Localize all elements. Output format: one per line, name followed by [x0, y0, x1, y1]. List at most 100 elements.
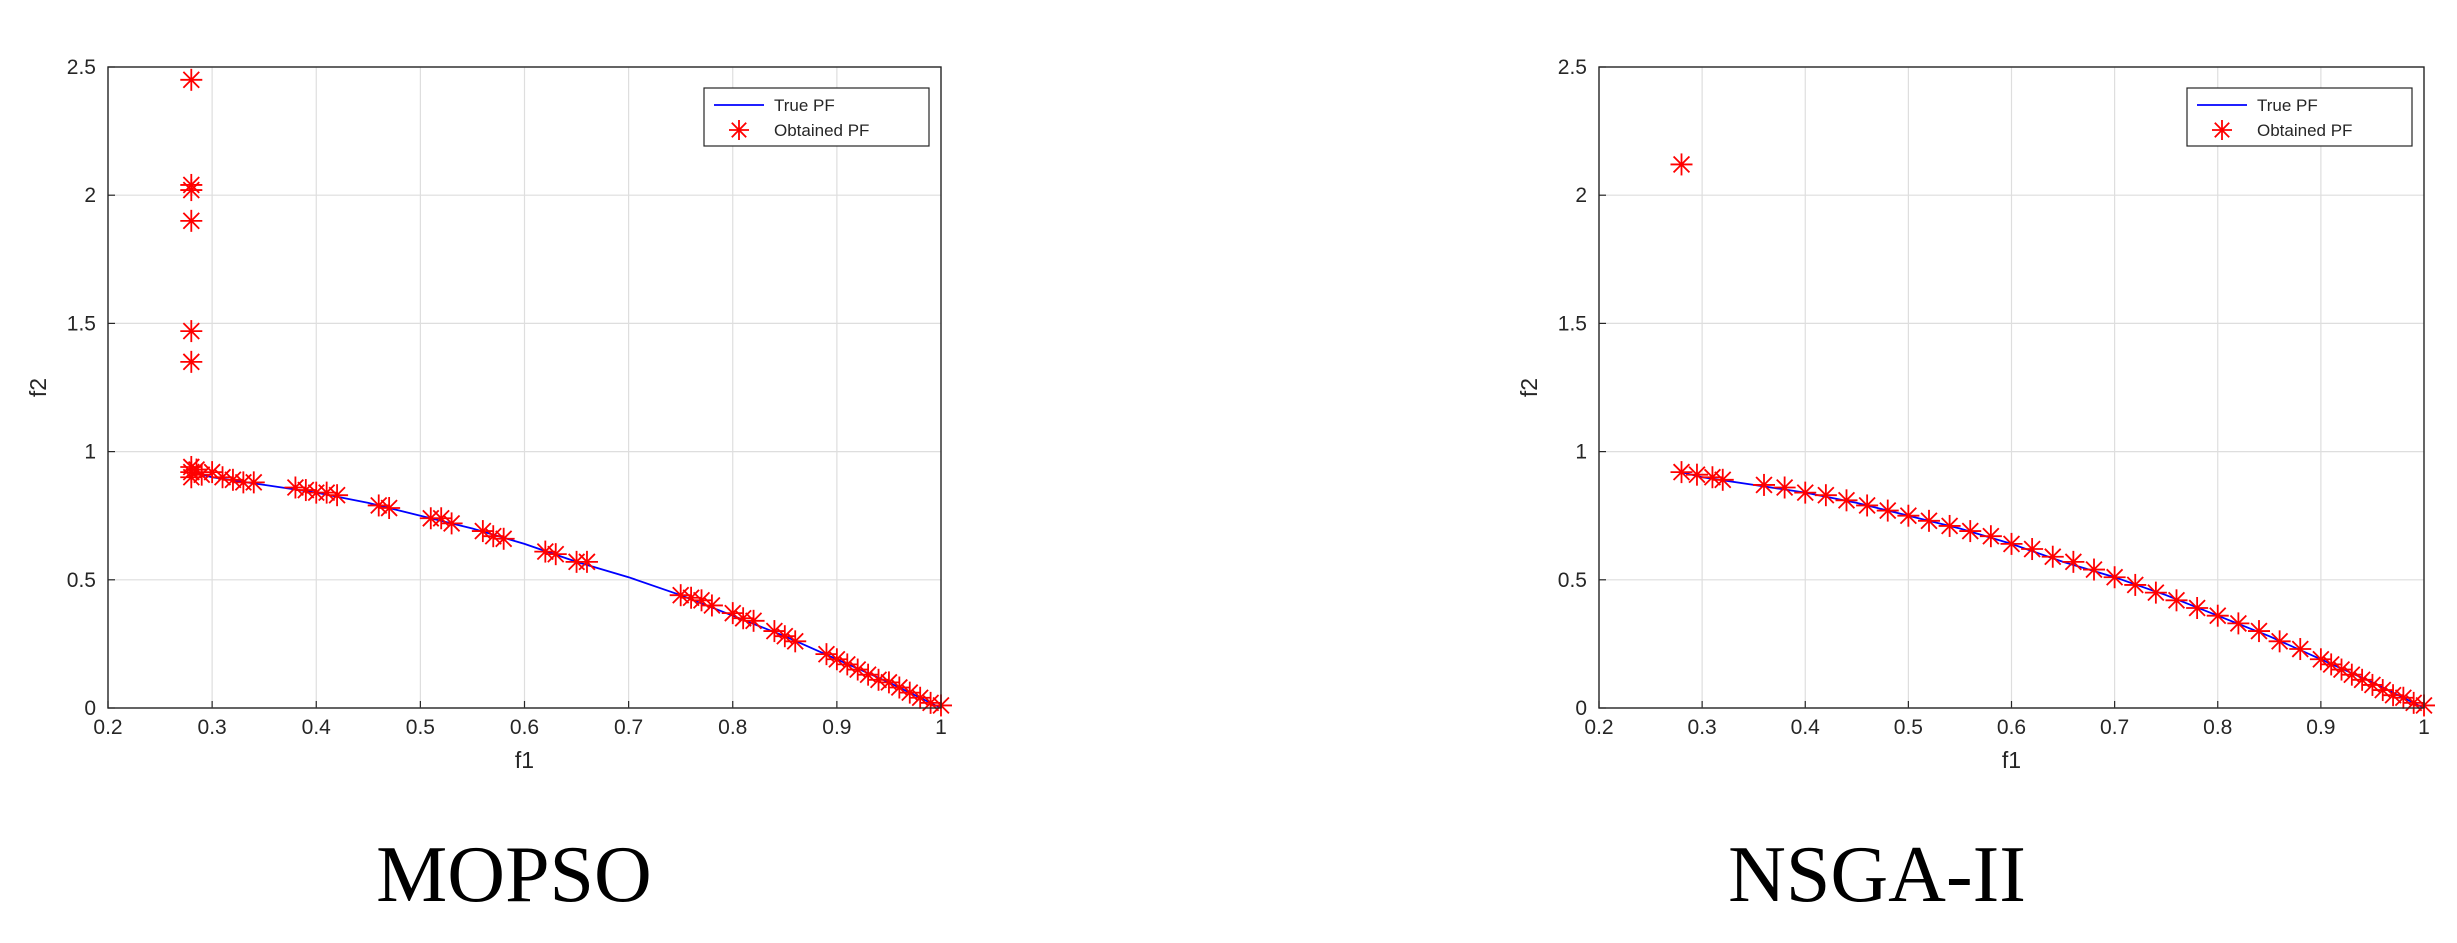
- obtained-pf-point: [2165, 589, 2188, 612]
- obtained-pf-point: [1918, 509, 1940, 532]
- x-tick-label: 0.5: [1894, 716, 1923, 739]
- obtained-pf-point: [2206, 604, 2229, 627]
- obtained-pf-point: [180, 209, 203, 232]
- obtained-pf-point: [1670, 461, 1693, 484]
- obtained-pf-point: [242, 471, 265, 494]
- obtained-pf-point: [440, 512, 463, 535]
- y-tick-label: 1: [1575, 441, 1587, 464]
- y-tick-label: 0.5: [67, 569, 96, 592]
- obtained-pf-point: [2227, 612, 2250, 635]
- x-tick-label: 0.4: [302, 716, 332, 739]
- nsga2-caption: NSGA-II: [1728, 831, 2026, 919]
- x-tick-label: 0.7: [2100, 716, 2129, 739]
- y-tick-label: 0: [1575, 697, 1587, 720]
- obtained-pf-point: [2062, 550, 2085, 573]
- obtained-pf-point: [1835, 489, 1858, 512]
- obtained-pf-point: [1979, 525, 2002, 548]
- legend: True PF Obtained PF: [703, 87, 930, 147]
- obtained-pf-point: [2124, 573, 2147, 596]
- x-tick-label: 0.3: [1688, 716, 1717, 739]
- x-tick-label: 0.9: [822, 716, 851, 739]
- obtained-pf-point: [784, 630, 807, 653]
- x-axis-label: f1: [515, 747, 534, 773]
- obtained-pf-point: [1876, 499, 1899, 522]
- obtained-pf-point: [2248, 620, 2270, 643]
- obtained-pf-point: [1753, 473, 1775, 496]
- obtained-pf-point: [482, 525, 505, 548]
- y-tick-label: 2: [84, 184, 96, 207]
- x-tick-label: 1: [935, 716, 947, 739]
- obtained-pf-point: [2268, 630, 2291, 653]
- legend-label: Obtained PF: [2257, 121, 2352, 140]
- mopso-caption: MOPSO: [376, 831, 652, 919]
- obtained-pf-point: [2144, 581, 2167, 604]
- obtained-pf-point: [2103, 566, 2126, 589]
- x-tick-label: 0.9: [2306, 716, 2335, 739]
- legend-marker-swatch: [2212, 120, 2232, 140]
- obtained-pf-point: [2186, 597, 2209, 620]
- x-tick-label: 0.5: [406, 716, 435, 739]
- obtained-pf-point: [1814, 484, 1837, 507]
- obtained-pf-point: [742, 609, 765, 632]
- obtained-pf-point: [1670, 153, 1693, 176]
- y-tick-label: 1.5: [1558, 312, 1587, 335]
- axes-box: [107, 66, 942, 709]
- obtained-pf-point: [1773, 476, 1796, 499]
- y-tick-label: 0.5: [1558, 569, 1587, 592]
- legend-label: Obtained PF: [774, 121, 869, 140]
- obtained-pf-point: [2320, 653, 2343, 676]
- y-tick-label: 1: [84, 441, 96, 464]
- x-tick-label: 0.8: [2203, 716, 2232, 739]
- y-tick-label: 1.5: [67, 312, 96, 335]
- obtained-pf-point: [1897, 504, 1920, 527]
- axes-box: [1598, 66, 2425, 709]
- mopso-panel: 0.2 0.3 0.4 0.5 0.6 0.7 0.8 0.9 1 0 0.5 1 1.5 2 2.5 f1 f…: [0, 0, 1228, 943]
- obtained-pf-point: [2021, 538, 2044, 561]
- obtained-pf-point: [2041, 545, 2064, 568]
- obtained-pf-point: [2083, 558, 2105, 581]
- y-tick-label: 2: [1575, 184, 1587, 207]
- obtained-pf-point: [1711, 468, 1734, 491]
- obtained-pf-point: [544, 543, 567, 566]
- y-tick-label: 0: [84, 697, 96, 720]
- x-tick-label: 0.6: [510, 716, 539, 739]
- obtained-pf-point: [1938, 514, 1961, 537]
- true-pf-line: [191, 471, 942, 709]
- x-tick-label: 0.4: [1791, 716, 1821, 739]
- x-tick-label: 0.2: [1584, 716, 1613, 739]
- y-tick-label: 2.5: [67, 56, 96, 79]
- y-axis-label: f2: [25, 378, 51, 397]
- obtained-pf-point: [1685, 463, 1708, 486]
- obtained-pf-point: [575, 550, 598, 573]
- obtained-pf-point: [492, 527, 515, 550]
- true-pf-line: [1681, 471, 2425, 709]
- x-tick-label: 0.8: [718, 716, 747, 739]
- mopso-chart: 0.2 0.3 0.4 0.5 0.6 0.7 0.8 0.9 1 0 0.5 1 1.5 2 2.5 f1 f…: [25, 56, 952, 773]
- y-tick-label: 2.5: [1558, 56, 1587, 79]
- x-axis-label: f1: [2002, 747, 2021, 773]
- obtained-pf-point: [2289, 638, 2312, 661]
- legend-label: True PF: [2257, 96, 2318, 115]
- legend-marker-swatch: [729, 120, 749, 140]
- legend: True PF Obtained PF: [2186, 87, 2413, 147]
- obtained-pf-point: [700, 594, 723, 617]
- x-tick-label: 1: [2418, 716, 2430, 739]
- obtained-pf-point: [1959, 520, 1982, 543]
- obtained-pf-point: [1856, 494, 1879, 517]
- x-tick-label: 0.3: [198, 716, 227, 739]
- obtained-pf-point: [180, 68, 203, 91]
- obtained-pf-point: [180, 350, 203, 373]
- obtained-pf-point: [180, 179, 203, 202]
- obtained-pf-point: [721, 602, 744, 625]
- x-tick-label: 0.6: [1997, 716, 2026, 739]
- legend-box: [703, 87, 930, 147]
- x-tick-label: 0.7: [614, 716, 643, 739]
- obtained-pf-point: [2000, 532, 2023, 555]
- legend-box: [2186, 87, 2413, 147]
- obtained-pf-point: [180, 320, 203, 343]
- obtained-pf-point: [1794, 481, 1817, 504]
- obtained-pf-point: [867, 668, 890, 691]
- obtained-pf-point: [888, 676, 911, 699]
- obtained-pf-point: [732, 607, 755, 630]
- obtained-pf-point: [815, 643, 838, 666]
